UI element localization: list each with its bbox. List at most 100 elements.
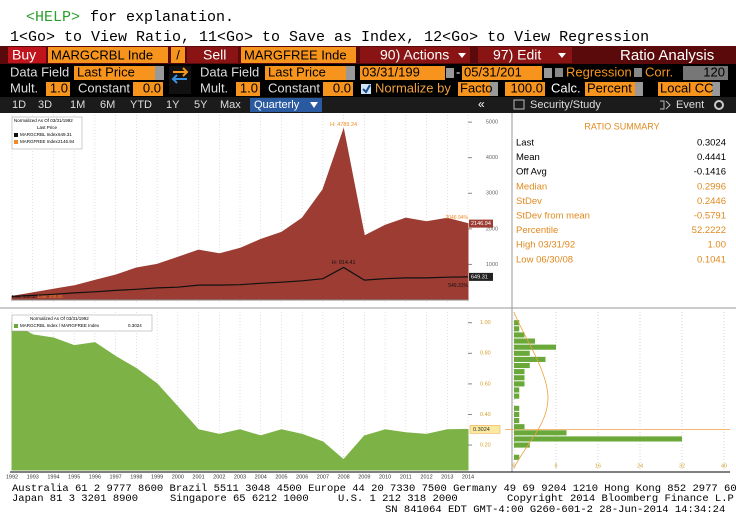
frequency-dropdown[interactable] — [250, 98, 322, 112]
buy-label: Buy — [12, 47, 36, 63]
period-tab[interactable]: 3D — [38, 99, 52, 111]
input[interactable] — [133, 82, 163, 96]
x-tick-label: 0 — [512, 463, 515, 469]
input[interactable] — [505, 82, 545, 96]
edit-label: 97) Edit — [493, 47, 541, 63]
corr-label: Corr. — [645, 64, 673, 79]
normalize-value: 100.0 — [510, 80, 543, 95]
summary-label: Low 06/30/08 — [516, 254, 573, 265]
summary-value: 0.1041 — [697, 254, 726, 265]
checkbox[interactable] — [361, 84, 371, 94]
field-label: Data Field — [10, 64, 69, 79]
checkbox[interactable] — [555, 68, 563, 77]
collapse[interactable]: « — [478, 97, 485, 111]
event[interactable]: Event — [676, 99, 704, 111]
low-label: Low: 100.00 — [12, 294, 37, 299]
checkbox[interactable] — [634, 68, 642, 77]
actions-button[interactable] — [360, 47, 470, 63]
input[interactable] — [46, 82, 70, 96]
input[interactable] — [323, 82, 353, 96]
x-tick-label: 2008 — [338, 474, 350, 480]
tab-bar — [0, 97, 736, 113]
y-tick-label: 1000 — [486, 262, 498, 268]
x-tick-label: 2000 — [172, 474, 184, 480]
footer-phone: Singapore 65 6212 1000 — [170, 493, 309, 505]
legend-swatch — [14, 133, 18, 137]
summary-label: Mean — [516, 152, 540, 163]
area — [11, 321, 469, 471]
period-tab[interactable]: 1M — [70, 99, 85, 111]
legend-box — [11, 116, 83, 150]
x-tick-label: 1998 — [130, 474, 142, 480]
ratio-summary: RATIO SUMMARY Last 0.3024 Mean 0.4441 Off Avg… — [516, 121, 726, 265]
price-chart: 1000 2000 3000 4000 5000 H: 914.41 Low: 100.00… — [11, 115, 498, 302]
period-tab[interactable]: 1Y — [166, 99, 180, 111]
security-field[interactable] — [241, 47, 356, 63]
date-field[interactable] — [462, 66, 542, 80]
help-text: for explanation. — [90, 9, 234, 26]
date-field[interactable] — [360, 66, 445, 80]
dropdown[interactable] — [585, 82, 643, 96]
summary-value: 1.00 — [708, 240, 727, 251]
summary-value: -0.1416 — [694, 167, 726, 178]
corr-window-field[interactable] — [683, 66, 728, 80]
x-tick-label: 32 — [679, 463, 685, 469]
period-tab[interactable]: 6M — [100, 99, 115, 111]
period-tab[interactable]: 1D — [12, 99, 26, 111]
legend-name: MARGCRBL Index — [20, 132, 58, 137]
corr-window: 120 — [703, 64, 725, 79]
period-tab[interactable]: YTD — [130, 99, 152, 111]
calendar-icon[interactable] — [544, 68, 552, 78]
calendar-icon[interactable] — [446, 68, 454, 78]
normalize-label: Normalize by — [375, 80, 451, 95]
histogram-bar — [514, 387, 520, 393]
histogram-bar — [514, 454, 520, 460]
constant-2: 0.0 — [333, 80, 351, 95]
help-key[interactable]: <HELP> — [26, 9, 80, 26]
security-field[interactable] — [48, 47, 168, 63]
swap-arrow — [171, 74, 187, 84]
data-field: Last Price — [268, 64, 326, 79]
edit-button[interactable] — [478, 47, 572, 63]
buy-button[interactable] — [8, 47, 46, 63]
x-tick-label: 16 — [595, 463, 601, 469]
session-info: SN 841064 EDT GMT-4:00 G260-601-2 28-Jun… — [385, 504, 725, 516]
y-tick-label: 0.80 — [480, 351, 491, 357]
summary-label: Last — [516, 138, 534, 149]
current-value-box — [469, 425, 501, 434]
legend-swatch — [14, 324, 18, 328]
x-tick-label: 2010 — [379, 474, 391, 480]
y-tick-label: 1.00 — [480, 320, 491, 326]
histogram-bar — [514, 326, 520, 332]
dropdown[interactable] — [265, 66, 355, 80]
x-tick-label: 2011 — [400, 474, 412, 480]
dropdown-arrow — [490, 82, 498, 96]
sell-button[interactable] — [187, 47, 238, 63]
security-study[interactable]: Security/Study — [530, 99, 601, 111]
input[interactable] — [236, 82, 260, 96]
currency: Local CC — [660, 80, 713, 95]
legend-box — [11, 314, 153, 332]
period-tab[interactable]: 5Y — [194, 99, 208, 111]
dropdown[interactable] — [458, 82, 498, 96]
dropdown[interactable] — [658, 82, 720, 96]
x-tick-label: 2004 — [255, 474, 267, 480]
start-date: 03/31/199 — [362, 64, 420, 79]
legend-subtitle: Last Price — [37, 125, 58, 130]
y-tick-label: 0.60 — [480, 381, 491, 387]
period-tab[interactable]: Max — [220, 99, 241, 111]
divider: / — [176, 47, 180, 62]
dropdown[interactable] — [74, 66, 164, 80]
dropdown-arrow — [712, 82, 720, 96]
histogram-bar — [514, 393, 520, 399]
summary-title: RATIO SUMMARY — [584, 121, 659, 131]
mult-1: 1.0 — [50, 80, 68, 95]
dropdown-arrow — [635, 82, 643, 96]
x-tick-label: 1995 — [68, 474, 80, 480]
summary-label: StDev — [516, 196, 542, 207]
x-tick-label: 2007 — [317, 474, 329, 480]
legend-title: Normalized As Of 03/31/1992 — [14, 118, 73, 123]
y-tick-label: 5000 — [486, 120, 498, 126]
settings-icon[interactable] — [714, 100, 724, 110]
